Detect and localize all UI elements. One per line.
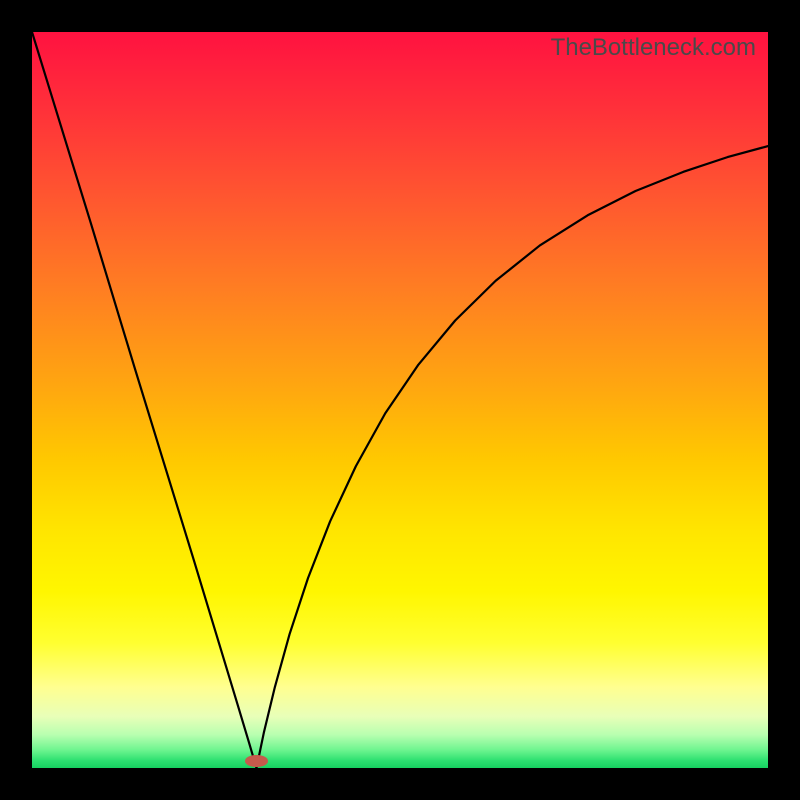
bottleneck-curve (32, 32, 768, 768)
minimum-marker (245, 755, 267, 767)
chart-frame: TheBottleneck.com (0, 0, 800, 800)
plot-area (32, 32, 768, 768)
watermark-text: TheBottleneck.com (551, 34, 756, 62)
